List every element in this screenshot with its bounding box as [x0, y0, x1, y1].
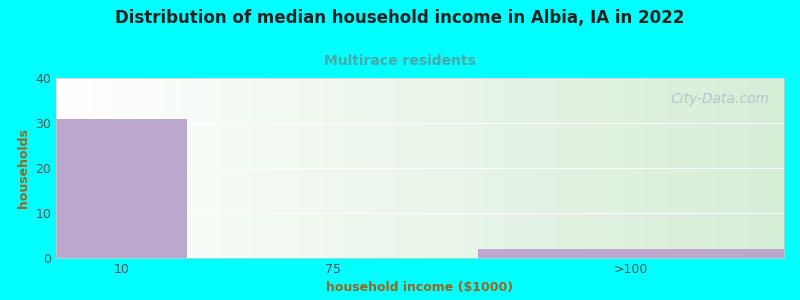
Text: Multirace residents: Multirace residents	[324, 54, 476, 68]
Bar	[478, 249, 784, 258]
Y-axis label: households: households	[17, 128, 30, 208]
Bar	[56, 118, 187, 258]
Text: Distribution of median household income in Albia, IA in 2022: Distribution of median household income …	[115, 9, 685, 27]
X-axis label: household income ($1000): household income ($1000)	[326, 281, 514, 294]
Text: City-Data.com: City-Data.com	[670, 92, 770, 106]
